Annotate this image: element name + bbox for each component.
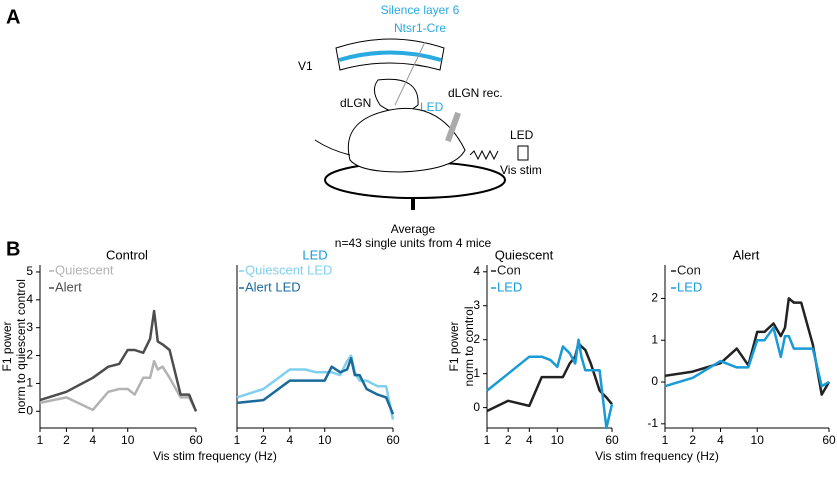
dlgn: [374, 78, 419, 113]
line: [39, 309, 198, 412]
x-tick-label: 10: [751, 433, 765, 447]
label: dLGN rec.: [448, 86, 503, 100]
label: dLGN: [340, 96, 371, 110]
label: Vis stim: [500, 163, 542, 177]
implant: [445, 111, 461, 143]
x-tick-label: 2: [505, 433, 512, 447]
x-tick-label: 60: [605, 433, 619, 447]
x-tick-label: 10: [551, 433, 565, 447]
legend-label: Quiescent: [55, 262, 114, 277]
line: [664, 297, 831, 396]
chart-title: Quiescent: [495, 247, 554, 262]
probe: [394, 41, 426, 106]
x-tick-label: 1: [234, 433, 241, 447]
average-title: Average: [391, 222, 436, 236]
panel-label: B: [6, 238, 20, 260]
x-tick-label: 4: [526, 433, 533, 447]
x-axis-label: Vis stim frequency (Hz): [153, 449, 277, 463]
chart-title: Alert: [733, 247, 760, 262]
y-tick-label: 3: [473, 298, 480, 312]
legend-label: Alert: [55, 279, 82, 294]
y-axis-label: norm to control: [462, 306, 476, 386]
x-tick-label: 2: [260, 433, 267, 447]
legend-label: Quiescent LED: [245, 262, 332, 277]
line: [236, 354, 395, 420]
label: LED: [420, 100, 444, 114]
diagram-title: Silence layer 6: [381, 3, 460, 17]
legend-label: LED: [497, 279, 522, 294]
x-tick-label: 60: [822, 433, 836, 447]
chart-title: Control: [106, 247, 148, 262]
x-tick-label: 1: [484, 433, 491, 447]
x-tick-label: 4: [717, 433, 724, 447]
y-tick-label: 2: [651, 291, 658, 305]
legend-label: Con: [497, 262, 521, 277]
chart-title: LED: [302, 247, 327, 262]
y-axis-label: F1 power: [0, 321, 14, 371]
y-tick-label: 1: [651, 332, 658, 346]
y-tick-label: 2: [473, 332, 480, 346]
diagram: Silence layer 6 Ntsr1-Cre V1 dLGN dLGN r…: [298, 3, 542, 250]
panel-label: A: [6, 6, 20, 28]
x-tick-label: 2: [689, 433, 696, 447]
diagram-title: Ntsr1-Cre: [394, 21, 446, 35]
x-tick-label: 60: [386, 433, 400, 447]
label: LED: [510, 128, 534, 142]
y-tick-label: 2: [26, 348, 33, 362]
average-subtitle: n=43 single units from 4 mice: [335, 236, 492, 250]
y-tick-label: -1: [647, 416, 658, 430]
x-tick-label: 1: [662, 433, 669, 447]
y-tick-label: 5: [26, 264, 33, 278]
x-tick-label: 4: [286, 433, 293, 447]
y-tick-label: 1: [473, 366, 480, 380]
y-tick-label: 0: [651, 374, 658, 388]
y-tick-label: 1: [26, 376, 33, 390]
x-tick-label: 10: [318, 433, 332, 447]
legend-label: LED: [677, 279, 702, 294]
line: [486, 338, 614, 430]
led-box: [517, 145, 529, 161]
label: V1: [298, 59, 313, 73]
y-tick-label: 4: [26, 292, 33, 306]
line: [236, 357, 395, 415]
x-tick-label: 4: [89, 433, 96, 447]
x-axis-label: Vis stim frequency (Hz): [595, 449, 719, 463]
y-tick-label: 0: [26, 403, 33, 417]
x-tick-label: 1: [37, 433, 44, 447]
x-tick-label: 60: [189, 433, 203, 447]
line: [39, 359, 198, 412]
y-tick-label: 4: [473, 264, 480, 278]
mouse: [347, 107, 466, 173]
layer6: [338, 50, 442, 62]
y-axis-label: F1 power: [447, 321, 461, 371]
y-tick-label: 0: [473, 400, 480, 414]
legend-label: Alert LED: [245, 279, 301, 294]
legend-label: Con: [677, 262, 701, 277]
y-axis-label: norm to quiescent control: [14, 279, 28, 414]
tail: [314, 139, 351, 156]
cortex: [335, 38, 445, 71]
x-tick-label: 2: [63, 433, 70, 447]
post: [411, 198, 415, 210]
y-tick-label: 3: [26, 320, 33, 334]
spring: [469, 149, 499, 161]
x-tick-label: 10: [121, 433, 135, 447]
line: [664, 326, 830, 388]
